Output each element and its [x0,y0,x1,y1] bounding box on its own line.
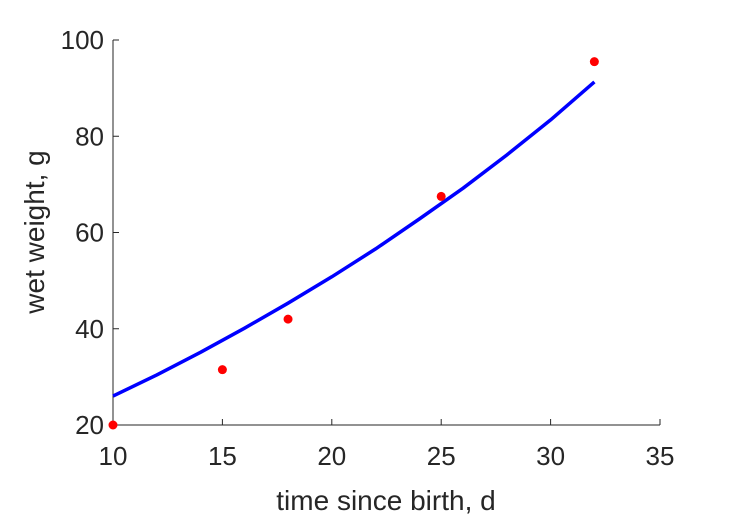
fit-line [112,80,596,398]
series-layer [108,57,599,430]
y-tick-label: 100 [61,25,104,55]
y-tick-label: 20 [75,410,104,440]
data-point [217,365,227,375]
data-point [589,57,599,67]
y-tick-label: 60 [75,218,104,248]
y-tick-label: 40 [75,314,104,344]
data-point [108,420,118,430]
x-tick-label: 30 [536,441,565,471]
data-point [283,314,293,324]
x-tick-label: 35 [646,441,675,471]
y-axis-label: wet weight, g [19,150,50,314]
x-tick-label: 15 [208,441,237,471]
x-axis-label: time since birth, d [276,485,495,516]
x-ticks: 10 15 20 25 30 35 [99,419,675,471]
x-tick-label: 10 [99,441,128,471]
y-tick-label: 80 [75,121,104,151]
y-ticks: 20 40 60 80 100 [61,25,119,440]
x-tick-label: 25 [427,441,456,471]
data-point [436,191,446,201]
x-tick-label: 20 [317,441,346,471]
